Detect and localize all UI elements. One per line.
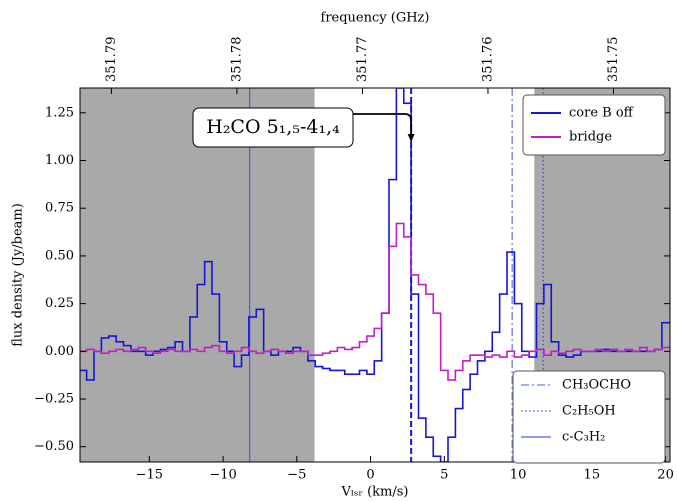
- legend: CH₃OCHO C₂H₅OH c-C₃H₂: [512, 370, 666, 464]
- x-tick-label: 5: [440, 468, 448, 483]
- legend-frame: [522, 94, 666, 156]
- y-tick-label: −0.25: [34, 392, 74, 407]
- y-tick-label: 0.50: [45, 248, 74, 263]
- x2-tick-label: 351.77: [355, 37, 370, 83]
- x2-tick-label: 351.76: [480, 36, 495, 82]
- annotation-arrow: [353, 113, 413, 138]
- x-tick-label: −10: [209, 468, 236, 483]
- y-tick-label: 0.75: [45, 201, 74, 216]
- x-tick-label: 15: [584, 468, 601, 483]
- annotation-box: [192, 107, 354, 148]
- y-tick-label: 1.00: [45, 153, 74, 168]
- x-axis-title: Vₗₛᵣ (km/s): [341, 485, 409, 500]
- x2-axis-title: frequency (GHz): [321, 11, 430, 26]
- legend-label: bridge: [569, 130, 612, 145]
- x-tick-label: −15: [136, 468, 163, 483]
- shaded-region: [80, 88, 315, 462]
- legend-frame: [512, 370, 666, 464]
- legend-label: CH₃OCHO: [562, 378, 631, 393]
- plot-frame: [79, 87, 671, 463]
- arrow-head: [407, 134, 415, 142]
- y-tick-label: 1.25: [45, 105, 74, 120]
- x-tick-label: −5: [287, 468, 306, 483]
- legend: core B off bridge: [522, 94, 666, 156]
- y-tick-label: −0.50: [34, 439, 74, 454]
- x2-tick-label: 351.75: [606, 37, 621, 83]
- x2-tick-label: 351.79: [104, 37, 119, 83]
- y-tick-label: 0.00: [45, 344, 74, 359]
- y-axis-title: flux density (Jy/beam): [11, 203, 26, 347]
- x-tick-label: 10: [510, 468, 527, 483]
- legend-label: c-C₃H₂: [562, 430, 605, 445]
- legend-label: core B off: [569, 106, 635, 121]
- y-tick-label: 0.25: [45, 296, 74, 311]
- x-tick-label: 20: [657, 468, 674, 483]
- series: [80, 222, 670, 381]
- x2-tick-label: 351.78: [229, 37, 244, 83]
- annotation: H₂CO 5₁,₅-4₁,₄: [206, 116, 340, 138]
- legend-label: C₂H₅OH: [562, 404, 616, 419]
- x-tick-label: 0: [366, 468, 374, 483]
